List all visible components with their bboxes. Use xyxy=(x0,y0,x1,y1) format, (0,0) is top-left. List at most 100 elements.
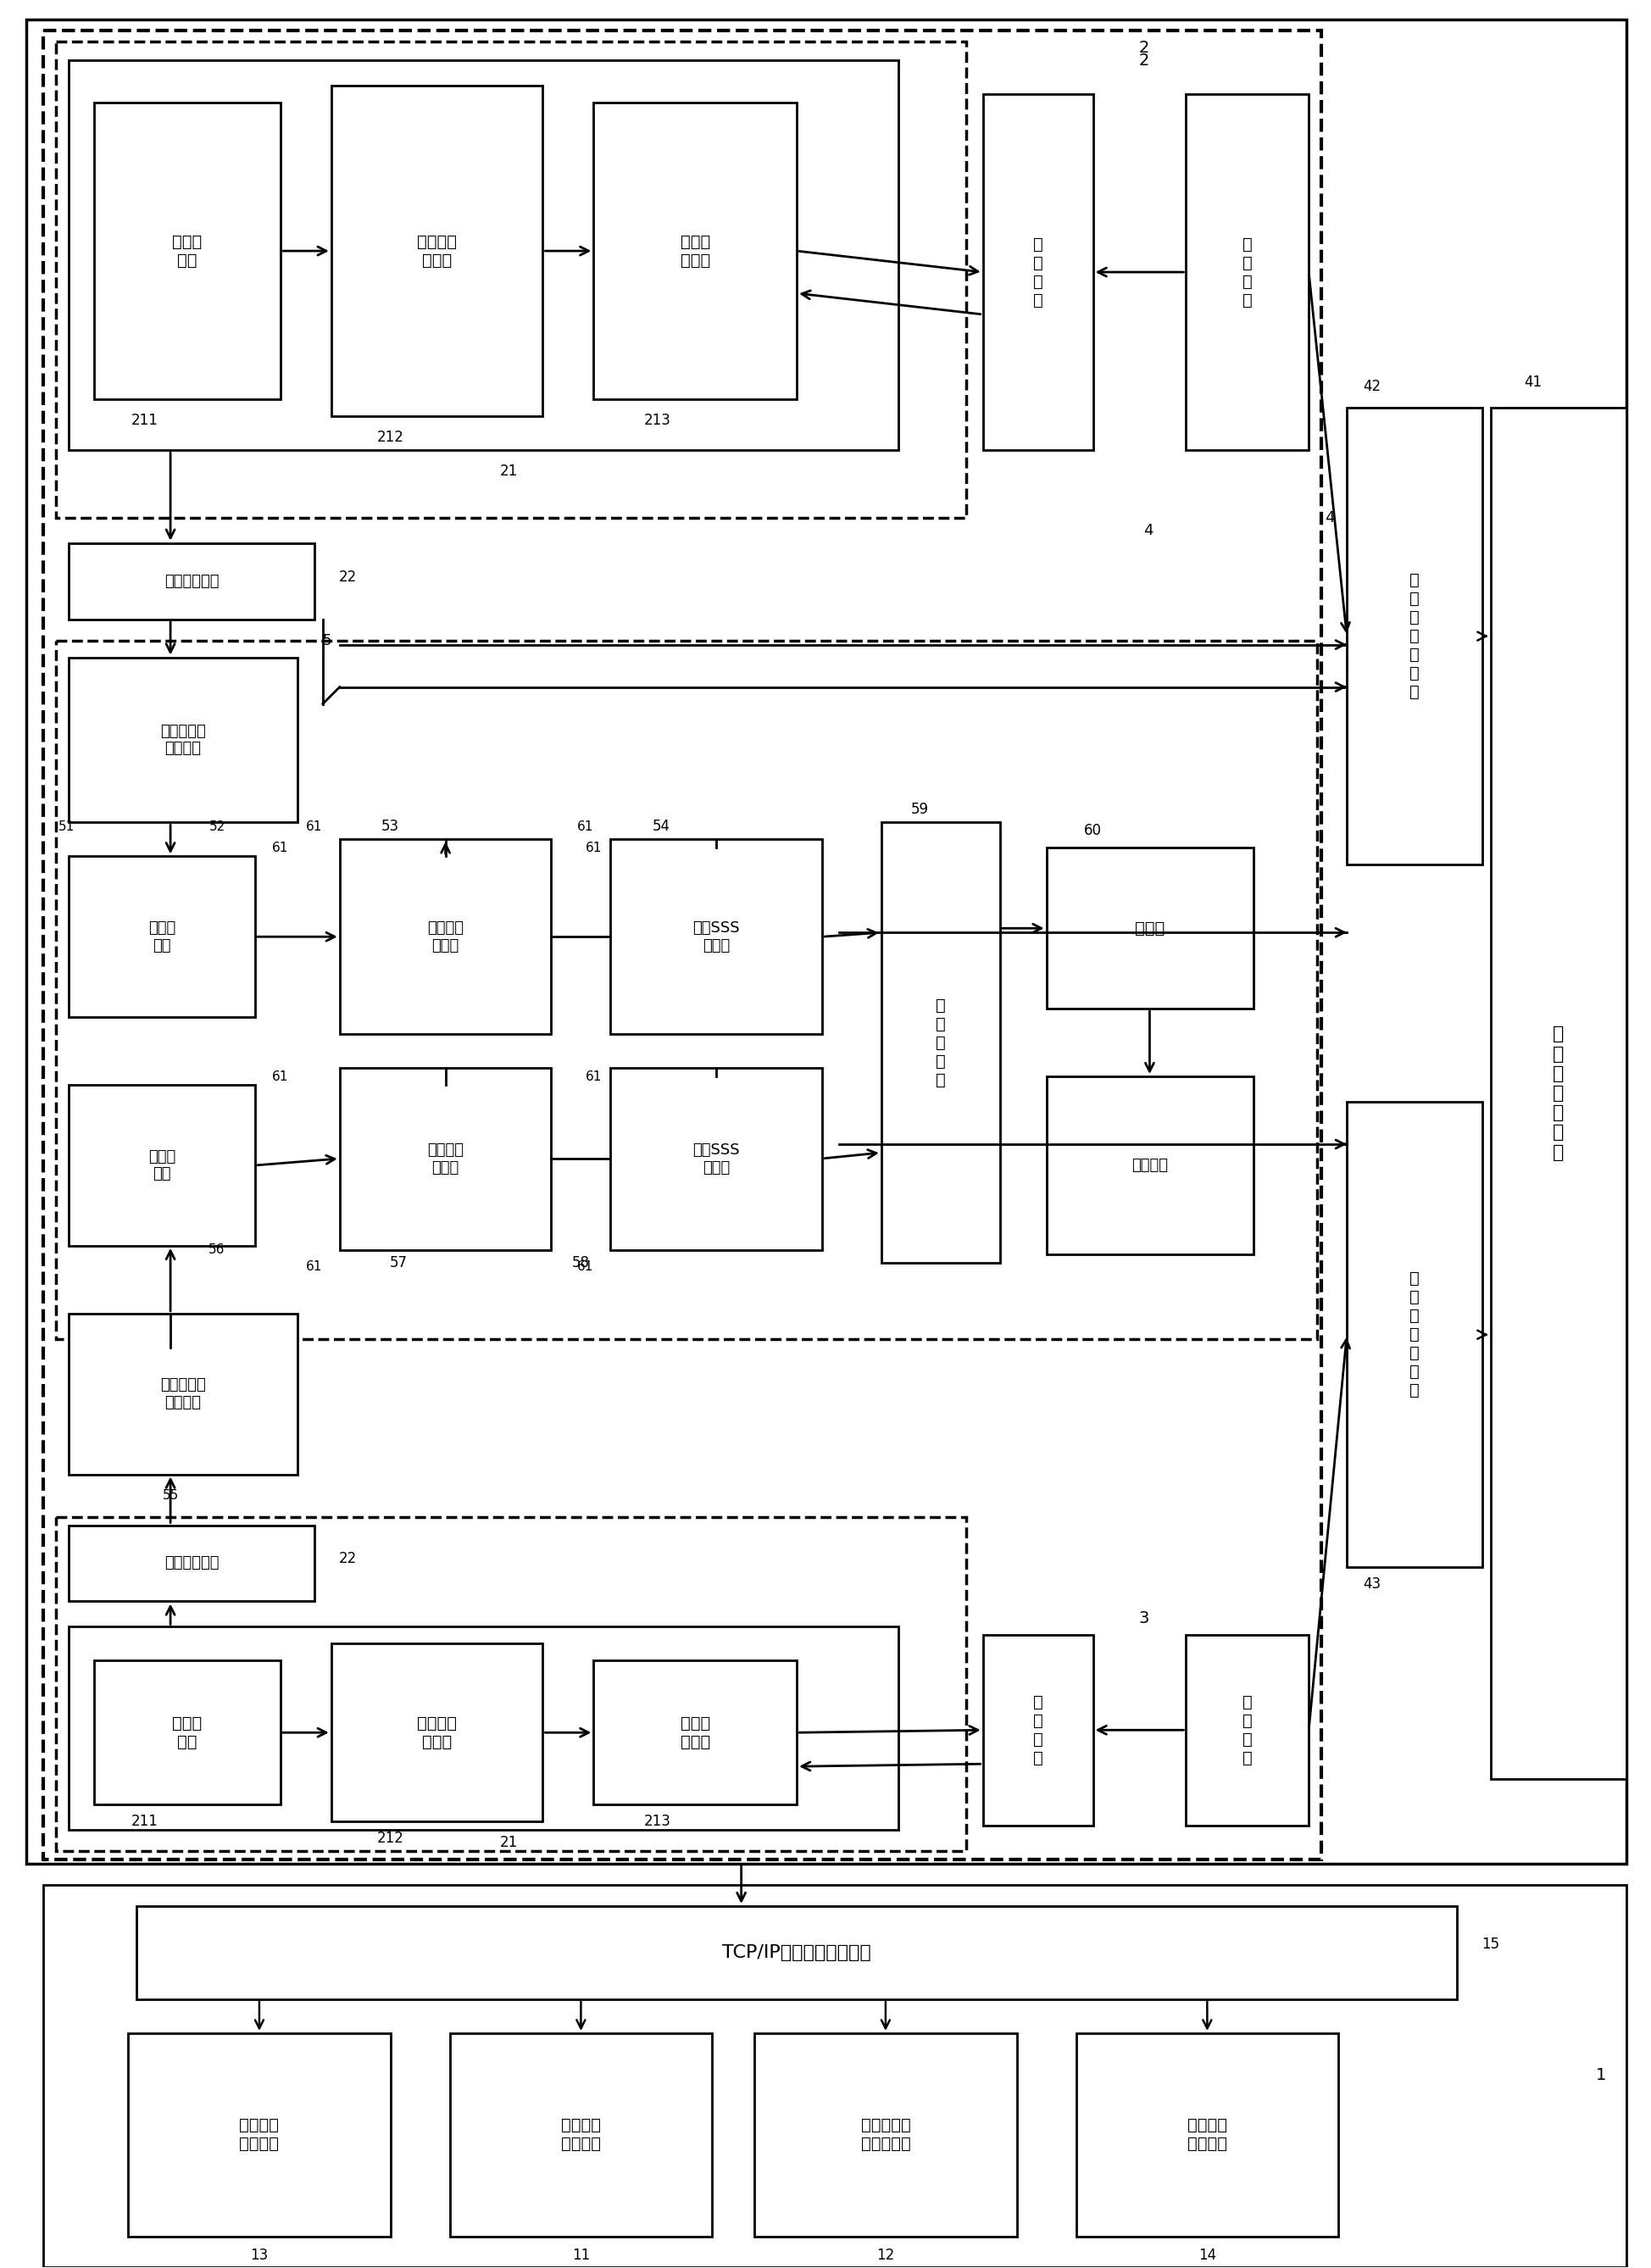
Text: 61: 61 xyxy=(576,1261,593,1272)
Text: 调速器
模型: 调速器 模型 xyxy=(172,1715,201,1751)
Text: 14: 14 xyxy=(1197,2248,1215,2263)
Bar xyxy=(69,542,314,619)
Bar xyxy=(332,86,543,415)
Bar xyxy=(69,658,297,823)
Text: 数据输出板卡: 数据输出板卡 xyxy=(163,1556,220,1572)
Bar xyxy=(593,102,796,399)
Text: 2: 2 xyxy=(1138,41,1149,57)
Text: 13: 13 xyxy=(251,2248,267,2263)
Text: 61: 61 xyxy=(272,841,289,855)
Text: 58: 58 xyxy=(571,1254,589,1270)
Text: 接
口
板
卡: 接 口 板 卡 xyxy=(1032,236,1042,308)
Bar xyxy=(56,1517,966,1851)
Text: 212: 212 xyxy=(376,429,404,445)
Text: 57: 57 xyxy=(390,1254,408,1270)
Bar xyxy=(982,95,1093,449)
Text: 4: 4 xyxy=(1142,522,1152,538)
Bar xyxy=(1045,848,1253,1009)
Bar xyxy=(1185,95,1308,449)
Bar xyxy=(1045,1077,1253,1254)
Text: 55: 55 xyxy=(162,1490,178,1501)
Text: 动力涡
轮模型: 动力涡 轮模型 xyxy=(680,234,710,268)
Text: 发电机: 发电机 xyxy=(1134,921,1164,937)
Text: 一号电机驱
动控制器: 一号电机驱 动控制器 xyxy=(160,723,206,755)
Bar xyxy=(611,1068,822,1250)
Text: 二号转速
扭矩仪: 二号转速 扭矩仪 xyxy=(428,1143,464,1175)
Text: 并
车
齿
轮
箱: 并 车 齿 轮 箱 xyxy=(934,998,944,1089)
Text: 61: 61 xyxy=(584,841,601,855)
Text: 仿真数据
显示单元: 仿真数据 显示单元 xyxy=(561,2118,601,2152)
Text: 54: 54 xyxy=(652,819,670,835)
Bar xyxy=(1489,408,1625,1778)
Text: 213: 213 xyxy=(644,413,670,429)
Bar xyxy=(340,839,551,1034)
Bar xyxy=(449,2032,712,2236)
Text: 调速器
模型: 调速器 模型 xyxy=(172,234,201,268)
Text: 5: 5 xyxy=(322,633,332,649)
Text: 动力涡
轮模型: 动力涡 轮模型 xyxy=(680,1715,710,1751)
Text: 212: 212 xyxy=(376,1830,404,1846)
Bar xyxy=(611,839,822,1034)
Text: 51: 51 xyxy=(59,821,74,832)
Text: 一号转速
扭矩仪: 一号转速 扭矩仪 xyxy=(428,921,464,953)
Text: 二
号
数
据
采
集
卡: 二 号 数 据 采 集 卡 xyxy=(1408,1270,1418,1399)
Text: 15: 15 xyxy=(1481,1937,1499,1953)
Text: 3: 3 xyxy=(1138,1610,1149,1626)
Text: 一
号
数
据
采
集
卡: 一 号 数 据 采 集 卡 xyxy=(1408,572,1418,701)
Text: 接
口
板
卡: 接 口 板 卡 xyxy=(1242,1694,1251,1767)
Text: 燃气发生
器模型: 燃气发生 器模型 xyxy=(418,1715,457,1751)
Text: 61: 61 xyxy=(305,1261,322,1272)
Text: 213: 213 xyxy=(644,1814,670,1828)
Bar xyxy=(1075,2032,1337,2236)
Bar xyxy=(69,1524,314,1601)
Text: 59: 59 xyxy=(910,803,928,816)
Text: 燃气发生
器模型: 燃气发生 器模型 xyxy=(418,234,457,268)
Text: 接
口
板
卡: 接 口 板 卡 xyxy=(1242,236,1251,308)
Bar xyxy=(755,2032,1017,2236)
Text: 接
口
板
卡: 接 口 板 卡 xyxy=(1032,1694,1042,1767)
Text: 61: 61 xyxy=(272,1070,289,1082)
Bar xyxy=(332,1644,543,1821)
Bar xyxy=(94,102,281,399)
Bar xyxy=(982,1635,1093,1826)
Text: 仿真过程
监控单元: 仿真过程 监控单元 xyxy=(239,2118,279,2152)
Text: 可调负载: 可调负载 xyxy=(1131,1157,1167,1173)
Text: 并
车
控
制
器
模
型: 并 车 控 制 器 模 型 xyxy=(1552,1025,1563,1161)
Text: 211: 211 xyxy=(132,413,158,429)
Bar xyxy=(129,2032,390,2236)
Bar xyxy=(26,20,1625,1864)
Bar xyxy=(1346,408,1481,864)
Text: 一号电
动机: 一号电 动机 xyxy=(149,921,175,953)
Bar xyxy=(56,41,966,517)
Text: 41: 41 xyxy=(1524,374,1540,390)
Text: 61: 61 xyxy=(305,821,322,832)
Bar xyxy=(137,1905,1456,2000)
Text: 61: 61 xyxy=(584,1070,601,1082)
Text: 二号电机驱
动控制器: 二号电机驱 动控制器 xyxy=(160,1377,206,1411)
Bar xyxy=(340,1068,551,1250)
Text: 12: 12 xyxy=(877,2248,895,2263)
Text: 53: 53 xyxy=(381,819,400,835)
Bar xyxy=(43,32,1321,1860)
Text: 43: 43 xyxy=(1362,1576,1380,1592)
Text: 仿真模型
建立单元: 仿真模型 建立单元 xyxy=(1187,2118,1227,2152)
Bar xyxy=(94,1660,281,1805)
Text: 2: 2 xyxy=(1138,52,1149,68)
Text: 42: 42 xyxy=(1362,379,1380,395)
Text: 用户仿真参
数输入单元: 用户仿真参 数输入单元 xyxy=(860,2118,910,2152)
Bar xyxy=(1346,1102,1481,1567)
Text: 52: 52 xyxy=(208,821,225,832)
Text: 一号SSS
离合器: 一号SSS 离合器 xyxy=(692,921,740,953)
Text: 11: 11 xyxy=(571,2248,589,2263)
Text: 56: 56 xyxy=(208,1243,225,1256)
Text: 21: 21 xyxy=(500,1835,518,1851)
Text: 4: 4 xyxy=(1324,510,1334,526)
Bar xyxy=(69,1313,297,1474)
Bar xyxy=(43,1885,1625,2266)
Text: 211: 211 xyxy=(132,1814,158,1828)
Bar xyxy=(69,61,898,449)
Text: 二号电
动机: 二号电 动机 xyxy=(149,1150,175,1182)
Bar xyxy=(56,640,1316,1338)
Bar xyxy=(69,1084,254,1245)
Text: 二号SSS
离合器: 二号SSS 离合器 xyxy=(692,1143,740,1175)
